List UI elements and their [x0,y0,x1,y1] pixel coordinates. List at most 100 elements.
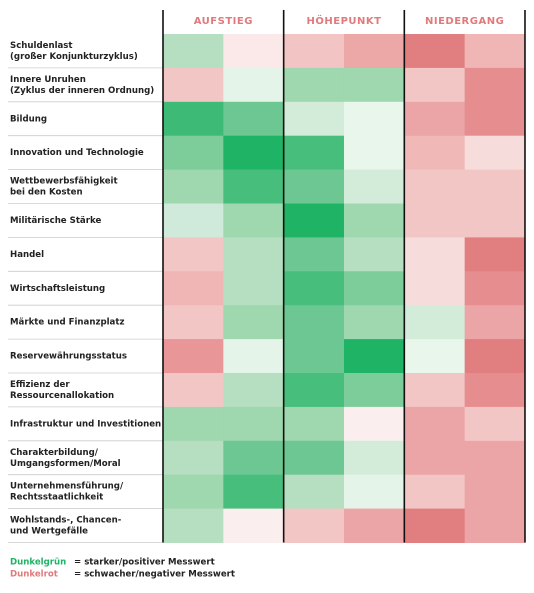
heat-cell [283,67,345,103]
heat-cell [343,169,405,204]
row-label: Infrastruktur und Investitionen [10,419,161,429]
heat-cell [464,169,526,204]
heat-cell [464,373,526,408]
heat-cell [283,406,345,442]
heat-cell [283,101,345,137]
heat-cell [404,508,466,543]
heat-cell [343,237,405,272]
heat-cell [223,34,285,69]
heat-cell [404,67,466,103]
heat-cell [343,203,405,238]
heat-cell [223,373,285,408]
heat-cell [223,305,285,340]
heat-cell [283,237,345,272]
row-label: Unternehmensführung/ [10,482,124,492]
heat-cell [163,474,224,510]
row-label: Militärische Stärke [10,216,101,226]
heat-cell [404,373,466,408]
heat-cell [464,339,526,374]
heat-cell [283,203,345,238]
heat-cell [283,135,345,171]
heat-cell [163,271,224,306]
row-label: Wohlstands-, Chancen- [10,516,122,526]
heat-cell [404,169,466,204]
heat-cell [464,135,526,171]
legend-text: = starker/positiver Messwert [74,558,215,568]
heat-cell [343,373,405,408]
row-label: Innovation und Technologie [10,148,144,158]
heat-cell [343,67,405,103]
heat-cell [223,101,285,137]
heat-cell [404,101,466,137]
heat-cell [283,169,345,204]
heat-cell [343,339,405,374]
heat-cell [283,34,345,69]
row-label: Ressourcenallokation [10,391,114,401]
heat-cell [163,34,224,69]
heat-cell [404,237,466,272]
heat-cell [223,271,285,306]
heat-cell [223,135,285,171]
heat-cell [223,474,285,510]
row-label: Rechtsstaatlichkeit [10,493,103,503]
heat-cell [343,406,405,442]
row-label: (Zyklus der inneren Ordnung) [10,86,154,96]
heat-cell [464,406,526,442]
heat-cell [223,508,285,543]
heat-cell [404,440,466,476]
legend-key: Dunkelgrün [10,558,66,568]
heat-cell [283,440,345,476]
row-label: Schuldenlast [10,41,73,51]
row-label: Wirtschaftsleistung [10,284,105,294]
heat-cell [343,440,405,476]
heat-cell [343,271,405,306]
legend-key: Dunkelrot [10,570,58,580]
heat-cell [223,406,285,442]
heat-cell [404,203,466,238]
row-label: Handel [10,250,44,260]
row-label: Charakterbildung/ [10,448,99,458]
heat-cell [163,339,224,374]
heat-cell [163,101,224,137]
heat-cell [343,101,405,137]
heat-cell [404,271,466,306]
heat-cell [163,440,224,476]
heat-cell [283,373,345,408]
row-label: Reservewährungsstatus [10,352,127,362]
heat-cell [163,305,224,340]
heat-cell [163,169,224,204]
heat-cell [223,339,285,374]
heat-cell [464,474,526,510]
heat-cell [464,203,526,238]
heat-cell [283,474,345,510]
heat-cell [404,34,466,69]
heat-cell [163,135,224,171]
heat-cell [163,406,224,442]
heat-cell [223,169,285,204]
heat-cell [163,373,224,408]
heat-cell [343,474,405,510]
heat-cell [283,508,345,543]
heat-cell [404,406,466,442]
heat-cell [223,440,285,476]
heat-cell [464,508,526,543]
heat-cell [464,67,526,103]
heat-cell [404,305,466,340]
heat-cell [223,237,285,272]
row-label: Bildung [10,114,47,124]
row-label: Wettbewerbsfähigkeit [10,177,118,187]
heat-cell [223,203,285,238]
legend-text: = schwacher/negativer Messwert [74,570,235,580]
heat-cell [343,135,405,171]
heat-cell [464,440,526,476]
row-label: Umgangsformen/Moral [10,459,121,469]
row-label: (großer Konjunkturzyklus) [10,52,138,62]
heat-cell [404,135,466,171]
row-label: bei den Kosten [10,188,83,198]
heat-cell [163,508,224,543]
heat-cell [343,305,405,340]
heat-cell [283,271,345,306]
heat-cell [283,339,345,374]
heat-cell [283,305,345,340]
